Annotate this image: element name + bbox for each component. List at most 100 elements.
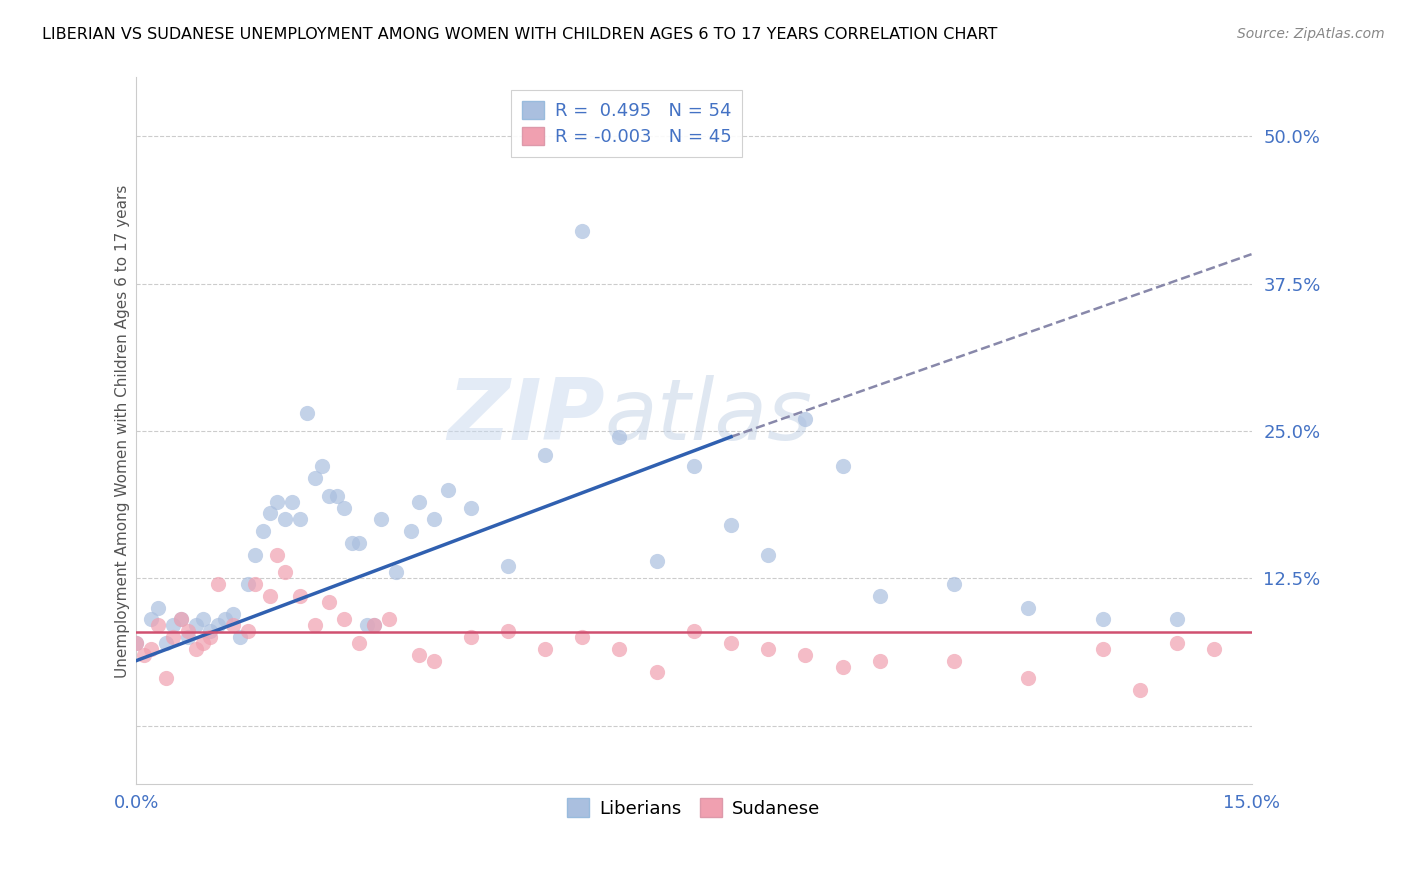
Point (347, 536, 370, 550)
Point (200, 624, 222, 639)
Point (869, 654, 891, 668)
Point (214, 612, 236, 626)
Point (1129, 683, 1152, 698)
Point (645, 553, 668, 567)
Point (720, 518, 742, 533)
Point (155, 672, 177, 686)
Text: Source: ZipAtlas.com: Source: ZipAtlas.com (1237, 27, 1385, 41)
Point (831, 459, 853, 474)
Point (125, 636, 148, 650)
Point (1017, 600, 1039, 615)
Point (125, 636, 148, 650)
Point (720, 636, 742, 650)
Point (236, 624, 259, 639)
Point (347, 636, 370, 650)
Point (943, 577, 966, 591)
Point (259, 507, 281, 521)
Point (311, 459, 333, 474)
Point (207, 577, 229, 591)
Point (1017, 672, 1039, 686)
Point (869, 589, 891, 603)
Point (170, 612, 193, 626)
Point (1091, 612, 1114, 626)
Point (609, 641, 631, 656)
Point (222, 618, 245, 632)
Point (399, 524, 422, 538)
Point (274, 566, 297, 580)
Text: ZIP: ZIP (447, 376, 605, 458)
Point (288, 512, 311, 526)
Point (340, 536, 363, 550)
Point (437, 483, 460, 497)
Point (408, 494, 430, 508)
Point (191, 612, 214, 626)
Point (259, 589, 281, 603)
Point (609, 430, 631, 444)
Point (155, 636, 177, 650)
Point (304, 618, 326, 632)
Point (177, 624, 200, 639)
Point (184, 641, 207, 656)
Point (184, 618, 207, 632)
Point (1091, 641, 1114, 656)
Point (460, 630, 482, 644)
Point (191, 636, 214, 650)
Y-axis label: Unemployment Among Women with Children Ages 6 to 17 years: Unemployment Among Women with Children A… (115, 185, 129, 678)
Text: atlas: atlas (605, 376, 813, 458)
Point (288, 589, 311, 603)
Point (333, 500, 356, 515)
Point (422, 654, 444, 668)
Point (243, 548, 266, 562)
Point (148, 600, 170, 615)
Point (496, 624, 519, 639)
Point (534, 448, 557, 462)
Point (794, 648, 817, 662)
Point (266, 494, 288, 508)
Point (831, 659, 853, 673)
Point (177, 630, 200, 644)
Point (756, 548, 779, 562)
Point (252, 524, 274, 538)
Point (318, 489, 340, 503)
Legend: Liberians, Sudanese: Liberians, Sudanese (560, 791, 828, 825)
Point (229, 630, 252, 644)
Point (385, 566, 408, 580)
Point (1166, 612, 1188, 626)
Text: LIBERIAN VS SUDANESE UNEMPLOYMENT AMONG WOMEN WITH CHILDREN AGES 6 TO 17 YEARS C: LIBERIAN VS SUDANESE UNEMPLOYMENT AMONG … (42, 27, 997, 42)
Point (266, 548, 288, 562)
Point (682, 459, 704, 474)
Point (162, 618, 184, 632)
Point (1204, 641, 1226, 656)
Point (222, 607, 245, 621)
Point (943, 654, 966, 668)
Point (281, 494, 304, 508)
Point (326, 489, 349, 503)
Point (148, 618, 170, 632)
Point (756, 641, 779, 656)
Point (378, 612, 401, 626)
Point (408, 648, 430, 662)
Point (243, 577, 266, 591)
Point (534, 641, 557, 656)
Point (356, 618, 378, 632)
Point (139, 612, 162, 626)
Point (422, 512, 444, 526)
Point (460, 500, 482, 515)
Point (645, 665, 668, 680)
Point (794, 412, 817, 426)
Point (496, 559, 519, 574)
Point (207, 618, 229, 632)
Point (571, 224, 593, 238)
Point (682, 624, 704, 639)
Point (132, 648, 155, 662)
Point (236, 577, 259, 591)
Point (200, 630, 222, 644)
Point (318, 595, 340, 609)
Point (274, 512, 297, 526)
Point (304, 471, 326, 485)
Point (333, 612, 356, 626)
Point (363, 618, 385, 632)
Point (370, 512, 392, 526)
Point (1166, 636, 1188, 650)
Point (139, 641, 162, 656)
